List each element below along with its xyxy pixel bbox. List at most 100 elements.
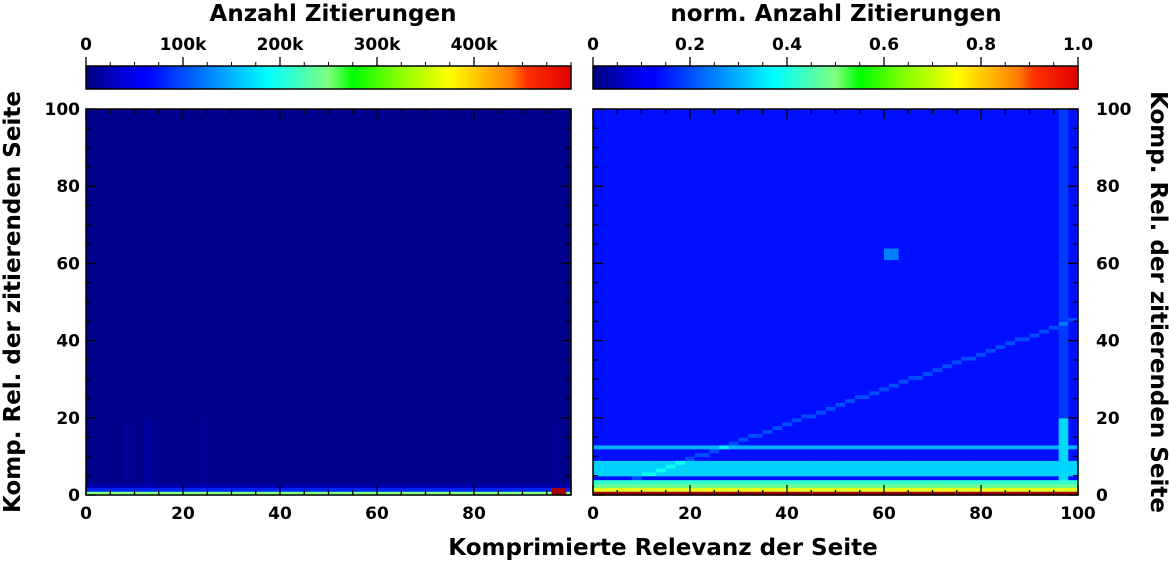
heatmap-cell	[246, 433, 251, 437]
heatmap-cell	[421, 449, 426, 453]
heatmap-cell	[493, 329, 498, 333]
heatmap-cell	[232, 375, 237, 379]
heatmap-cell	[358, 368, 363, 372]
heatmap-cell	[479, 306, 484, 310]
heatmap-cell	[309, 437, 314, 441]
heatmap-cell	[130, 360, 135, 364]
heatmap-cell	[183, 483, 188, 487]
heatmap-cell	[198, 375, 203, 379]
heatmap-cell	[362, 368, 367, 372]
heatmap-cell	[309, 360, 314, 364]
heatmap-cell	[164, 310, 169, 314]
heatmap-cell	[193, 317, 198, 321]
heatmap-cell	[479, 352, 484, 356]
heatmap-cell	[101, 449, 106, 453]
heatmap-cell	[149, 387, 154, 391]
heatmap-cell	[130, 445, 135, 449]
heatmap-cell	[324, 464, 329, 468]
heatmap-cell	[469, 429, 474, 433]
heatmap-cell	[498, 480, 503, 484]
heatmap-cell	[285, 306, 290, 310]
heatmap-cell	[372, 356, 377, 360]
heatmap-cell	[537, 399, 542, 403]
heatmap-cell	[232, 379, 237, 383]
heatmap-cell	[188, 333, 193, 337]
heatmap-cell	[503, 310, 508, 314]
heatmap-cell	[469, 468, 474, 472]
heatmap-cell	[280, 302, 285, 306]
heatmap-cell	[348, 441, 353, 445]
heatmap-cell	[493, 399, 498, 403]
heatmap-cell	[319, 426, 324, 430]
heatmap-cell	[489, 341, 494, 345]
heatmap-cell	[154, 414, 159, 418]
heatmap-cell	[319, 391, 324, 395]
heatmap-cell	[222, 395, 227, 399]
heatmap-cell	[304, 317, 309, 321]
heatmap-cell	[130, 426, 135, 430]
heatmap-cell	[459, 480, 464, 484]
heatmap-cell	[149, 317, 154, 321]
heatmap-cell	[542, 418, 547, 422]
heatmap-cell	[392, 476, 397, 480]
heatmap-cell	[183, 406, 188, 410]
heatmap-cell	[430, 356, 435, 360]
heatmap-cell	[101, 368, 106, 372]
heatmap-cell	[154, 360, 159, 364]
heatmap-cell	[212, 453, 217, 457]
heatmap-cell	[372, 441, 377, 445]
heatmap-cell	[115, 348, 120, 352]
heatmap-cell	[450, 348, 455, 352]
heatmap-cell	[556, 391, 561, 395]
heatmap-cell	[498, 344, 503, 348]
heatmap-cell	[299, 476, 304, 480]
heatmap-cell	[227, 314, 232, 318]
heatmap-cell	[362, 356, 367, 360]
heatmap-cell	[188, 449, 193, 453]
heatmap-cell	[561, 406, 566, 410]
heatmap-cell	[513, 356, 518, 360]
heatmap-cell	[367, 410, 372, 414]
heatmap-cell	[295, 429, 300, 433]
heatmap-cell	[285, 468, 290, 472]
heatmap-cell	[115, 464, 120, 468]
heatmap-cell	[144, 395, 149, 399]
heatmap-cell	[430, 441, 435, 445]
heatmap-cell	[91, 383, 96, 387]
heatmap-cell	[159, 395, 164, 399]
heatmap-cell	[489, 379, 494, 383]
heatmap-cell	[261, 314, 266, 318]
heatmap-cell	[115, 399, 120, 403]
heatmap-cell	[125, 352, 130, 356]
heatmap-cell	[212, 356, 217, 360]
heatmap-cell	[236, 329, 241, 333]
heatmap-cell	[115, 391, 120, 395]
heatmap-cell	[275, 302, 280, 306]
heatmap-cell	[324, 414, 329, 418]
heatmap-cell	[275, 371, 280, 375]
heatmap-cell	[556, 321, 561, 325]
heatmap-cell	[556, 344, 561, 348]
heatmap-cell	[309, 414, 314, 418]
heatmap-cell	[256, 375, 261, 379]
heatmap-cell	[232, 464, 237, 468]
heatmap-cell	[426, 314, 431, 318]
heatmap-cell	[479, 329, 484, 333]
heatmap-cell	[493, 314, 498, 318]
heatmap-cell	[445, 310, 450, 314]
heatmap-cell	[387, 410, 392, 414]
heatmap-cell	[217, 460, 222, 464]
heatmap-cell	[426, 445, 431, 449]
chart-left-title: Anzahl Zitierungen	[210, 1, 457, 27]
heatmap-cell	[139, 333, 144, 337]
heatmap-cell	[183, 391, 188, 395]
heatmap-cell	[299, 352, 304, 356]
heatmap-cell	[503, 402, 508, 406]
heatmap-cell	[421, 325, 426, 329]
heatmap-cell	[329, 329, 334, 333]
heatmap-cell	[358, 321, 363, 325]
heatmap-cell	[188, 329, 193, 333]
heatmap-cell	[518, 437, 523, 441]
heatmap-cell	[256, 348, 261, 352]
heatmap-cell	[270, 418, 275, 422]
